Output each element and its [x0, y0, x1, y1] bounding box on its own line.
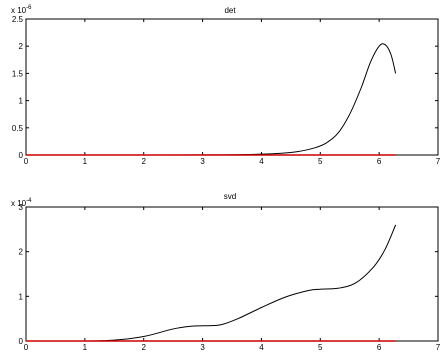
- y-axis-ticks: 0 1 2 3: [19, 203, 438, 346]
- y-tick-label: 0: [19, 337, 24, 346]
- y-multiplier: x 10-6: [11, 5, 32, 15]
- series-line-black: [25, 224, 397, 342]
- x-tick-label: 1: [83, 157, 88, 166]
- y-tick-label: 2: [19, 248, 24, 257]
- x-tick-label: 2: [141, 157, 146, 166]
- x-tick-label: 5: [318, 157, 323, 166]
- chart-title: svd: [224, 192, 236, 201]
- x-tick-label: 2: [141, 343, 146, 352]
- x-tick-label: 3: [200, 343, 205, 352]
- series-line-black: [26, 43, 397, 156]
- y-tick-label: 1: [19, 292, 24, 301]
- y-tick-label: 0: [19, 151, 24, 160]
- x-tick-label: 7: [436, 343, 441, 352]
- x-tick-label: 4: [259, 343, 264, 352]
- series-group: [25, 224, 397, 342]
- x-tick-label: 6: [377, 157, 382, 166]
- x-axis-ticks: 0 1 2 3 4 5 6 7: [24, 207, 441, 352]
- y-tick-label: 2.5: [12, 15, 24, 24]
- x-tick-label: 4: [259, 157, 264, 166]
- y-tick-label: 0.5: [12, 124, 24, 133]
- svd-chart: svd x 10-4 0 1 2 3 0 1 2 3 4 5 6 7: [11, 192, 441, 352]
- y-tick-label: 2: [19, 42, 24, 51]
- y-tick-label: 1.5: [12, 69, 24, 78]
- y-multiplier: x 10-4: [11, 198, 32, 208]
- det-chart: det x 10-6 0 0.5 1 1.5 2 2.5 0 1 2 3 4 5 6 7: [11, 5, 441, 166]
- y-tick-label: 3: [19, 203, 24, 212]
- x-tick-label: 3: [200, 157, 205, 166]
- x-axis-ticks: 0 1 2 3 4 5 6 7: [24, 19, 441, 166]
- chart-title: det: [224, 6, 236, 15]
- series-group: [26, 43, 397, 156]
- x-tick-label: 7: [436, 157, 441, 166]
- y-tick-label: 1: [19, 97, 24, 106]
- y-axis-ticks: 0 0.5 1 1.5 2 2.5: [12, 15, 438, 160]
- x-tick-label: 0: [24, 157, 29, 166]
- x-tick-label: 1: [83, 343, 88, 352]
- plot-frame: [25, 18, 439, 156]
- x-tick-label: 5: [318, 343, 323, 352]
- x-tick-label: 6: [377, 343, 382, 352]
- x-tick-label: 0: [24, 343, 29, 352]
